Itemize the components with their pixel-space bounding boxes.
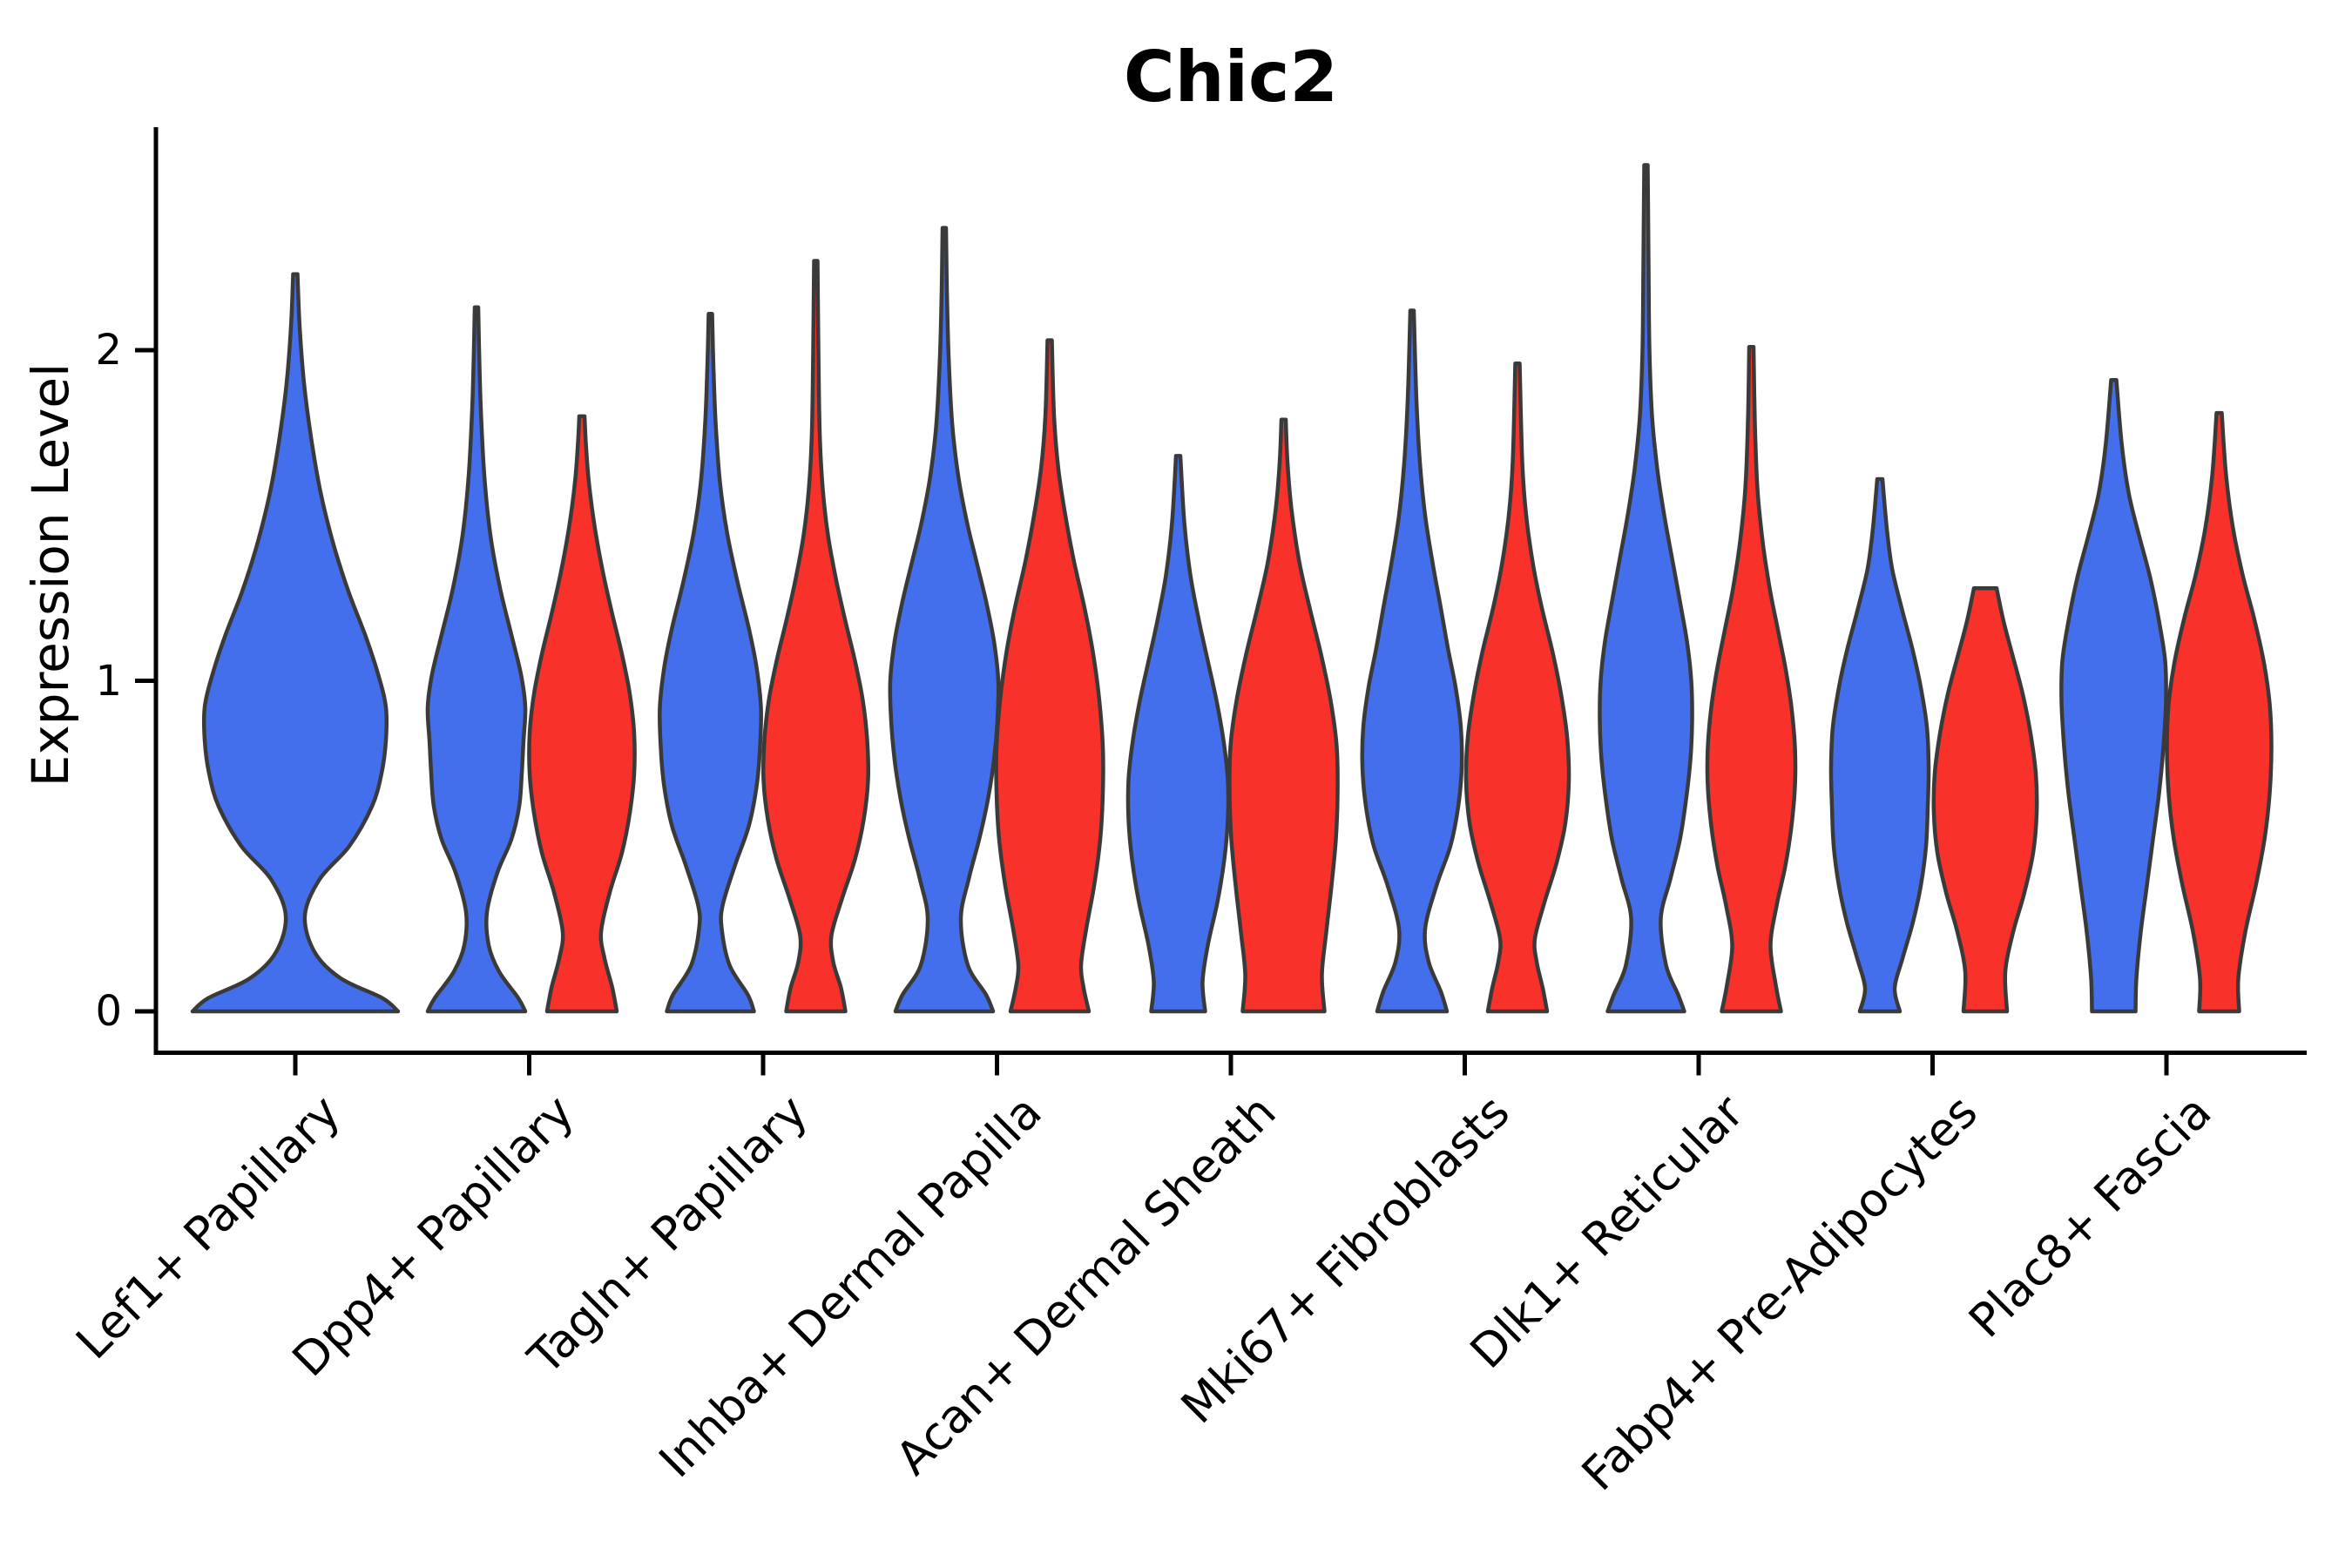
y-tick-label: 2	[95, 326, 122, 375]
violin-dlk1-red	[1705, 344, 1798, 1014]
y-tick-label: 1	[95, 656, 122, 706]
violin-acan-blue	[1125, 454, 1231, 1014]
violin-acan-red	[1227, 417, 1340, 1014]
violin-fabp4-red	[1931, 585, 2039, 1014]
violin-lef1-blue	[190, 272, 401, 1014]
violin-mki67-blue	[1360, 308, 1464, 1014]
violin-inhba-red	[994, 338, 1105, 1014]
violin-plac8-red	[2165, 410, 2274, 1014]
violin-plac8-blue	[2059, 377, 2168, 1014]
violin-tagln-blue	[657, 312, 764, 1014]
violin-dlk1-blue	[1598, 163, 1694, 1014]
chart-title: Chic2	[1123, 37, 1339, 118]
violins-group	[190, 163, 2274, 1014]
violin-mki67-red	[1463, 361, 1571, 1014]
violin-fabp4-blue	[1828, 476, 1931, 1014]
violin-dpp4-red	[527, 414, 637, 1014]
violin-dpp4-blue	[425, 305, 528, 1014]
violin-tagln-red	[760, 259, 871, 1014]
axes-group	[135, 127, 2307, 1076]
y-tick-label: 0	[95, 987, 122, 1036]
y-axis-title: Expression Level	[21, 362, 80, 787]
violin-inhba-blue	[888, 226, 1001, 1014]
